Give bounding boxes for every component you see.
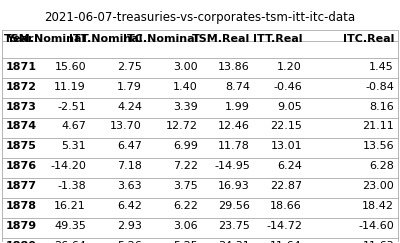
Text: 23.75: 23.75 xyxy=(218,221,250,231)
Text: 18.42: 18.42 xyxy=(362,201,394,211)
Text: 26.64: 26.64 xyxy=(54,241,86,243)
Text: 4.24: 4.24 xyxy=(117,102,142,112)
Text: 7.22: 7.22 xyxy=(173,161,198,171)
Text: 13.01: 13.01 xyxy=(270,141,302,151)
Text: 34.31: 34.31 xyxy=(218,241,250,243)
Text: ITT.Nominal: ITT.Nominal xyxy=(68,34,142,44)
Text: 18.66: 18.66 xyxy=(270,201,302,211)
Text: 6.24: 6.24 xyxy=(277,161,302,171)
Text: 15.60: 15.60 xyxy=(54,62,86,72)
Text: 2.93: 2.93 xyxy=(117,221,142,231)
Text: 3.75: 3.75 xyxy=(173,181,198,191)
Text: 7.18: 7.18 xyxy=(117,161,142,171)
Text: 1.40: 1.40 xyxy=(173,82,198,92)
Text: 1879: 1879 xyxy=(6,221,37,231)
Text: 16.21: 16.21 xyxy=(54,201,86,211)
Text: 11.64: 11.64 xyxy=(270,241,302,243)
Text: 49.35: 49.35 xyxy=(54,221,86,231)
Text: 4.67: 4.67 xyxy=(61,122,86,131)
Text: 3.63: 3.63 xyxy=(117,181,142,191)
Text: 13.86: 13.86 xyxy=(218,62,250,72)
Text: 21.11: 21.11 xyxy=(362,122,394,131)
Text: -0.84: -0.84 xyxy=(365,82,394,92)
Text: 3.06: 3.06 xyxy=(173,221,198,231)
Text: 5.31: 5.31 xyxy=(61,141,86,151)
Text: 6.42: 6.42 xyxy=(117,201,142,211)
Text: -14.60: -14.60 xyxy=(358,221,394,231)
Text: 1880: 1880 xyxy=(6,241,37,243)
Text: -0.46: -0.46 xyxy=(273,82,302,92)
Text: ITT.Real: ITT.Real xyxy=(252,34,302,44)
Text: 1877: 1877 xyxy=(6,181,37,191)
Text: 22.15: 22.15 xyxy=(270,122,302,131)
Text: 3.39: 3.39 xyxy=(173,102,198,112)
Text: 6.99: 6.99 xyxy=(173,141,198,151)
Text: -2.51: -2.51 xyxy=(57,102,86,112)
Text: 13.70: 13.70 xyxy=(110,122,142,131)
Text: 23.00: 23.00 xyxy=(362,181,394,191)
Text: 1871: 1871 xyxy=(6,62,37,72)
Text: -14.20: -14.20 xyxy=(50,161,86,171)
Text: 11.63: 11.63 xyxy=(362,241,394,243)
Text: 5.26: 5.26 xyxy=(117,241,142,243)
Text: 1875: 1875 xyxy=(6,141,37,151)
Text: 8.74: 8.74 xyxy=(225,82,250,92)
Text: 12.46: 12.46 xyxy=(218,122,250,131)
Text: -14.72: -14.72 xyxy=(266,221,302,231)
Text: 29.56: 29.56 xyxy=(218,201,250,211)
Text: 16.93: 16.93 xyxy=(218,181,250,191)
Text: 1.99: 1.99 xyxy=(225,102,250,112)
Text: 6.28: 6.28 xyxy=(369,161,394,171)
Text: -1.38: -1.38 xyxy=(57,181,86,191)
Text: 2021-06-07-treasuries-vs-corporates-tsm-itt-itc-data: 2021-06-07-treasuries-vs-corporates-tsm-… xyxy=(44,11,356,24)
Text: 1.79: 1.79 xyxy=(117,82,142,92)
Text: ITC.Real: ITC.Real xyxy=(343,34,394,44)
Text: 1.45: 1.45 xyxy=(369,62,394,72)
Text: 1872: 1872 xyxy=(6,82,37,92)
Text: 11.19: 11.19 xyxy=(54,82,86,92)
Text: 6.47: 6.47 xyxy=(117,141,142,151)
Text: 12.72: 12.72 xyxy=(166,122,198,131)
Text: 11.78: 11.78 xyxy=(218,141,250,151)
Text: -14.95: -14.95 xyxy=(214,161,250,171)
Text: 22.87: 22.87 xyxy=(270,181,302,191)
Text: 2.75: 2.75 xyxy=(117,62,142,72)
Text: TSM.Real: TSM.Real xyxy=(192,34,250,44)
Text: 1.20: 1.20 xyxy=(277,62,302,72)
Text: Year: Year xyxy=(6,34,34,44)
Text: 6.22: 6.22 xyxy=(173,201,198,211)
Text: 5.25: 5.25 xyxy=(173,241,198,243)
Text: 1878: 1878 xyxy=(6,201,37,211)
Text: 3.00: 3.00 xyxy=(173,62,198,72)
Text: 1876: 1876 xyxy=(6,161,37,171)
Text: 8.16: 8.16 xyxy=(369,102,394,112)
Text: 9.05: 9.05 xyxy=(277,102,302,112)
Text: ITC.Nominal: ITC.Nominal xyxy=(123,34,198,44)
Text: 13.56: 13.56 xyxy=(362,141,394,151)
Text: TSM.Nominal: TSM.Nominal xyxy=(4,34,86,44)
Text: 1873: 1873 xyxy=(6,102,37,112)
Text: 1874: 1874 xyxy=(6,122,37,131)
